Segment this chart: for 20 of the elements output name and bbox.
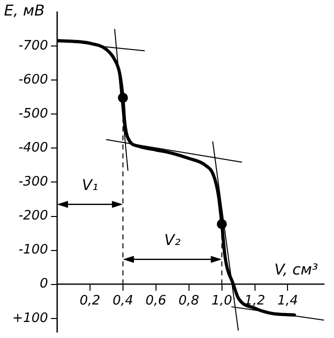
x-tick-label: 1,2: [244, 294, 266, 309]
x-tick-label: 0,2: [80, 294, 100, 309]
y-tick-label: -300: [18, 174, 48, 190]
x-tick-label: 0,4: [112, 294, 134, 309]
y-tick-label: -600: [18, 72, 48, 88]
y-tick-label: -400: [18, 140, 48, 156]
y-tick-label: 0: [40, 276, 48, 292]
y-tick-label: -200: [18, 208, 48, 224]
x-tick-label: 0,6: [146, 294, 166, 309]
x-tick-label: 0,8: [178, 294, 200, 309]
x-tick-label: 1,0: [211, 294, 232, 309]
y-tick-label: -700: [18, 38, 48, 54]
x-tick-label: 1,4: [277, 294, 298, 309]
y-tick-label: -100: [18, 242, 48, 258]
y-axis-title: E, мВ: [4, 1, 45, 20]
y-tick-label: -500: [18, 106, 48, 122]
annotation: V₁: [82, 176, 98, 194]
annotation: V₂: [164, 231, 181, 250]
x-axis-title: V, см³: [274, 260, 318, 279]
y-tick-label: +100: [12, 310, 48, 326]
